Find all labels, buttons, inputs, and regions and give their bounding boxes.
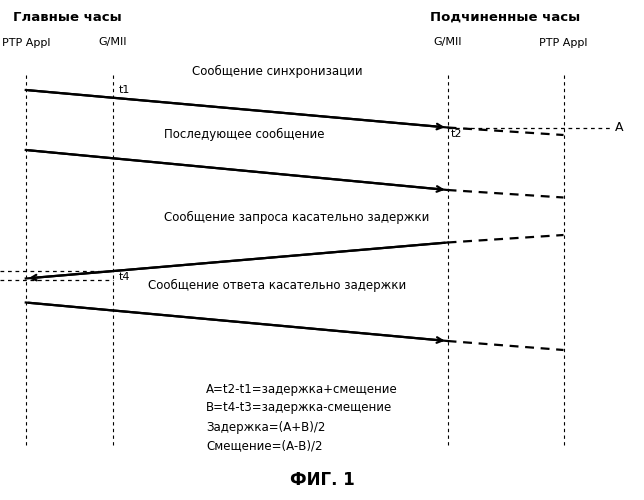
Text: Главные часы: Главные часы (14, 11, 122, 24)
Text: ФИГ. 1: ФИГ. 1 (290, 471, 354, 489)
Text: PTP Appl: PTP Appl (539, 38, 588, 48)
Text: B=t4-t3=задержка-смещение: B=t4-t3=задержка-смещение (206, 402, 392, 414)
Text: Подчиненные часы: Подчиненные часы (430, 11, 581, 24)
Text: Задержка=(A+B)/2: Задержка=(A+B)/2 (206, 420, 325, 434)
Text: PTP Appl: PTP Appl (1, 38, 50, 48)
Text: G/MII: G/MII (99, 38, 127, 48)
Text: Последующее сообщение: Последующее сообщение (164, 128, 325, 141)
Text: t2: t2 (451, 129, 462, 139)
Text: Смещение=(A-В)/2: Смещение=(A-В)/2 (206, 440, 323, 452)
Text: A=t2-t1=задержка+смещение: A=t2-t1=задержка+смещение (206, 382, 398, 396)
Text: G/MII: G/MII (433, 38, 462, 48)
Text: t1: t1 (119, 84, 131, 94)
Text: Сообщение синхронизации: Сообщение синхронизации (192, 64, 362, 78)
Text: A: A (615, 121, 623, 134)
Text: Сообщение ответа касательно задержки: Сообщение ответа касательно задержки (147, 280, 406, 292)
Text: Сообщение запроса касательно задержки: Сообщение запроса касательно задержки (164, 211, 429, 224)
Text: t4: t4 (119, 272, 131, 282)
